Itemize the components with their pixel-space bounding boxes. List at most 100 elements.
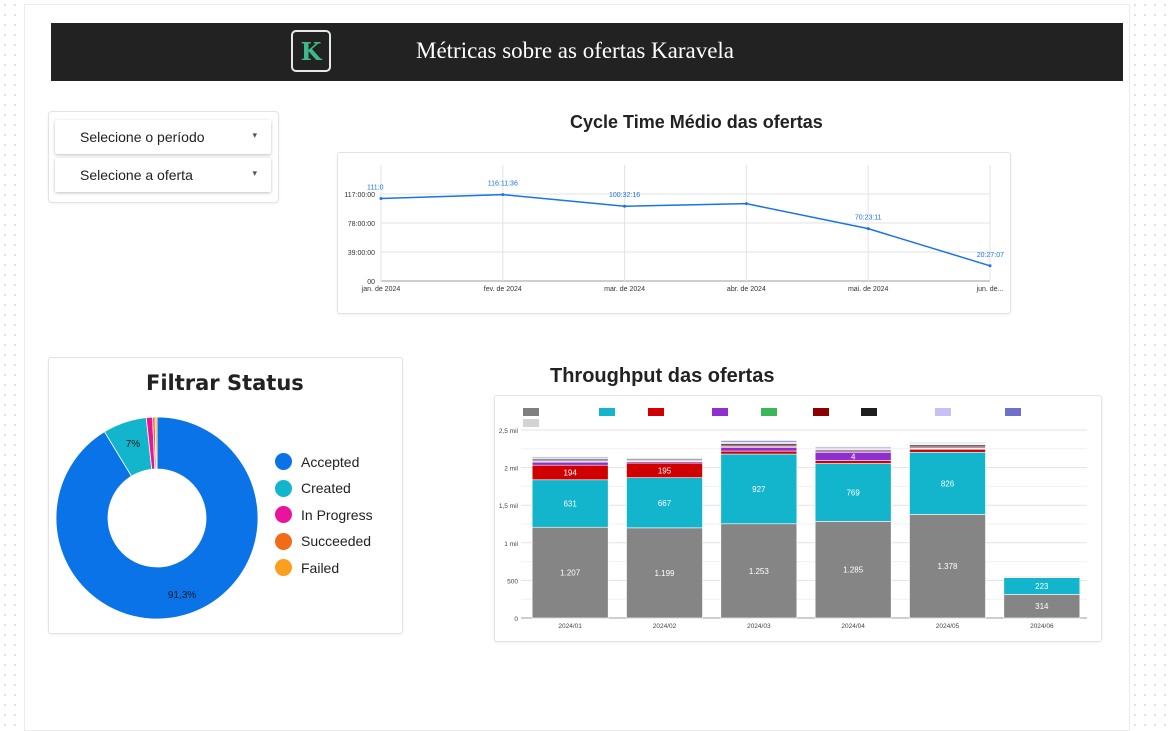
bar-data-label: 1.285: [843, 566, 864, 575]
karavela-logo: K: [291, 30, 331, 72]
legend-label: In Progress: [301, 507, 373, 523]
bar-segment: [532, 462, 608, 465]
legend-label: Accepted: [301, 454, 359, 470]
legend-label: Created: [301, 480, 351, 496]
x-tick-label: mai. de 2024: [848, 286, 889, 293]
cycle-time-series-line: [381, 195, 990, 266]
x-tick-label: abr. de 2024: [727, 286, 766, 293]
x-tick-label: 2024/03: [747, 623, 771, 630]
chevron-down-icon: ▾: [252, 130, 257, 141]
y-tick-label: 117:00:00: [344, 192, 375, 199]
legend-swatch: [599, 408, 615, 416]
cycle-time-point: [867, 227, 870, 230]
legend-item-failed[interactable]: Failed: [275, 559, 339, 576]
legend-swatch: [1005, 408, 1021, 416]
bar-data-label: 194: [563, 468, 577, 477]
legend-item-in-progress[interactable]: In Progress: [275, 506, 373, 523]
x-tick-label: jan. de 2024: [361, 286, 401, 293]
bar-data-label: 927: [752, 485, 766, 494]
donut-data-label: 7%: [126, 439, 141, 450]
x-tick-label: fev. de 2024: [484, 286, 522, 293]
bar-data-label: 1.207: [560, 569, 581, 578]
filter-panel: Selecione o período ▾ Selecione a oferta…: [48, 111, 279, 203]
bar-data-label: 769: [846, 488, 860, 497]
bar-segment: [532, 456, 608, 457]
cycle-time-title: Cycle Time Médio das ofertas: [570, 112, 823, 133]
cycle-time-line-chart: 00 39:00:00 78:00:00 117:00:00 jan. de 2024 f…: [338, 153, 1010, 313]
legend-item-succeeded[interactable]: Succeeded: [275, 533, 371, 550]
logo-glyph: K: [301, 37, 322, 66]
bar-segment: [627, 457, 703, 458]
bar-data-label: 631: [563, 500, 577, 509]
cycle-time-data-label: 70:23:11: [855, 215, 882, 222]
legend-swatch: [861, 408, 877, 416]
cycle-time-point: [380, 197, 383, 200]
legend-item-created[interactable]: Created: [275, 480, 351, 497]
legend-swatch: [523, 419, 539, 427]
cycle-time-data-label: 20:27:07: [977, 252, 1004, 259]
bar-segment: [721, 451, 797, 454]
legend-swatch: [275, 480, 292, 497]
legend-label: Succeeded: [301, 533, 371, 549]
x-tick-label: 2024/01: [558, 623, 582, 630]
y-tick-label: 0: [514, 616, 518, 623]
legend-swatch: [935, 408, 951, 416]
x-tick-label: 2024/02: [653, 623, 677, 630]
page-title: Métricas sobre as ofertas Karavela: [416, 38, 734, 64]
legend-item-accepted[interactable]: Accepted: [275, 453, 359, 470]
cycle-time-data-label: 100:32:16: [609, 192, 640, 199]
legend-swatch: [275, 533, 292, 550]
y-tick-label: 2 mil: [504, 466, 518, 473]
y-tick-label: 39:00:00: [348, 250, 375, 257]
bar-data-label: 223: [1035, 582, 1049, 591]
bar-data-label: 1.378: [937, 562, 958, 571]
throughput-title: Throughput das ofertas: [550, 365, 774, 388]
bar-data-label: 667: [658, 499, 672, 508]
legend-swatch: [712, 408, 728, 416]
cycle-time-point: [989, 264, 992, 267]
legend-swatch: [813, 408, 829, 416]
cycle-time-data-label: 111:0: [367, 184, 384, 191]
bar-segment: [721, 447, 797, 451]
legend-swatch: [275, 559, 292, 576]
y-tick-label: 500: [507, 578, 518, 585]
period-select-label: Selecione o período: [80, 129, 205, 145]
cycle-time-point: [745, 202, 748, 205]
y-tick-label: 2,5 mil: [499, 428, 519, 435]
bar-segment: [910, 449, 986, 452]
y-tick-label: 1,5 mil: [499, 503, 519, 510]
x-tick-label: 2024/05: [936, 623, 960, 630]
bar-data-label: 1.253: [749, 567, 770, 576]
x-tick-label: 2024/06: [1030, 623, 1054, 630]
cycle-time-point: [623, 205, 626, 208]
legend-swatch: [648, 408, 664, 416]
cycle-time-card: 00 39:00:00 78:00:00 117:00:00 jan. de 2024 f…: [337, 152, 1011, 314]
y-tick-label: 1 mil: [504, 541, 518, 548]
legend-swatch: [523, 408, 539, 416]
throughput-card: 0 500 1 mil 1,5 mil 2 mil 2,5 mil 1.207 631 194 2…: [494, 395, 1102, 642]
bar-data-label: 195: [658, 466, 672, 475]
bar-segment: [721, 440, 797, 441]
bar-data-label: 4: [851, 452, 856, 461]
legend-swatch: [761, 408, 777, 416]
offer-select[interactable]: Selecione a oferta ▾: [55, 158, 271, 192]
bar-segment: [910, 442, 986, 443]
bar-segment: [815, 446, 891, 447]
x-tick-label: 2024/04: [841, 623, 865, 630]
x-tick-label: mar. de 2024: [604, 286, 645, 293]
period-select[interactable]: Selecione o período ▾: [55, 120, 271, 154]
x-tick-label: jun. de...: [976, 286, 1004, 293]
legend-label: Failed: [301, 560, 339, 576]
cycle-time-point: [501, 193, 504, 196]
y-tick-label: 00: [367, 279, 375, 286]
bar-data-label: 826: [941, 479, 955, 488]
throughput-bar-chart: 0 500 1 mil 1,5 mil 2 mil 2,5 mil 1.207 631 194 2…: [495, 396, 1101, 641]
y-tick-label: 78:00:00: [348, 221, 375, 228]
legend-swatch: [275, 506, 292, 523]
donut-data-label: 91,3%: [168, 590, 196, 601]
chevron-down-icon: ▾: [252, 168, 257, 179]
legend-swatch: [275, 453, 292, 470]
cycle-time-data-label: 116:11:36: [488, 181, 518, 188]
bar-data-label: 314: [1035, 602, 1049, 611]
